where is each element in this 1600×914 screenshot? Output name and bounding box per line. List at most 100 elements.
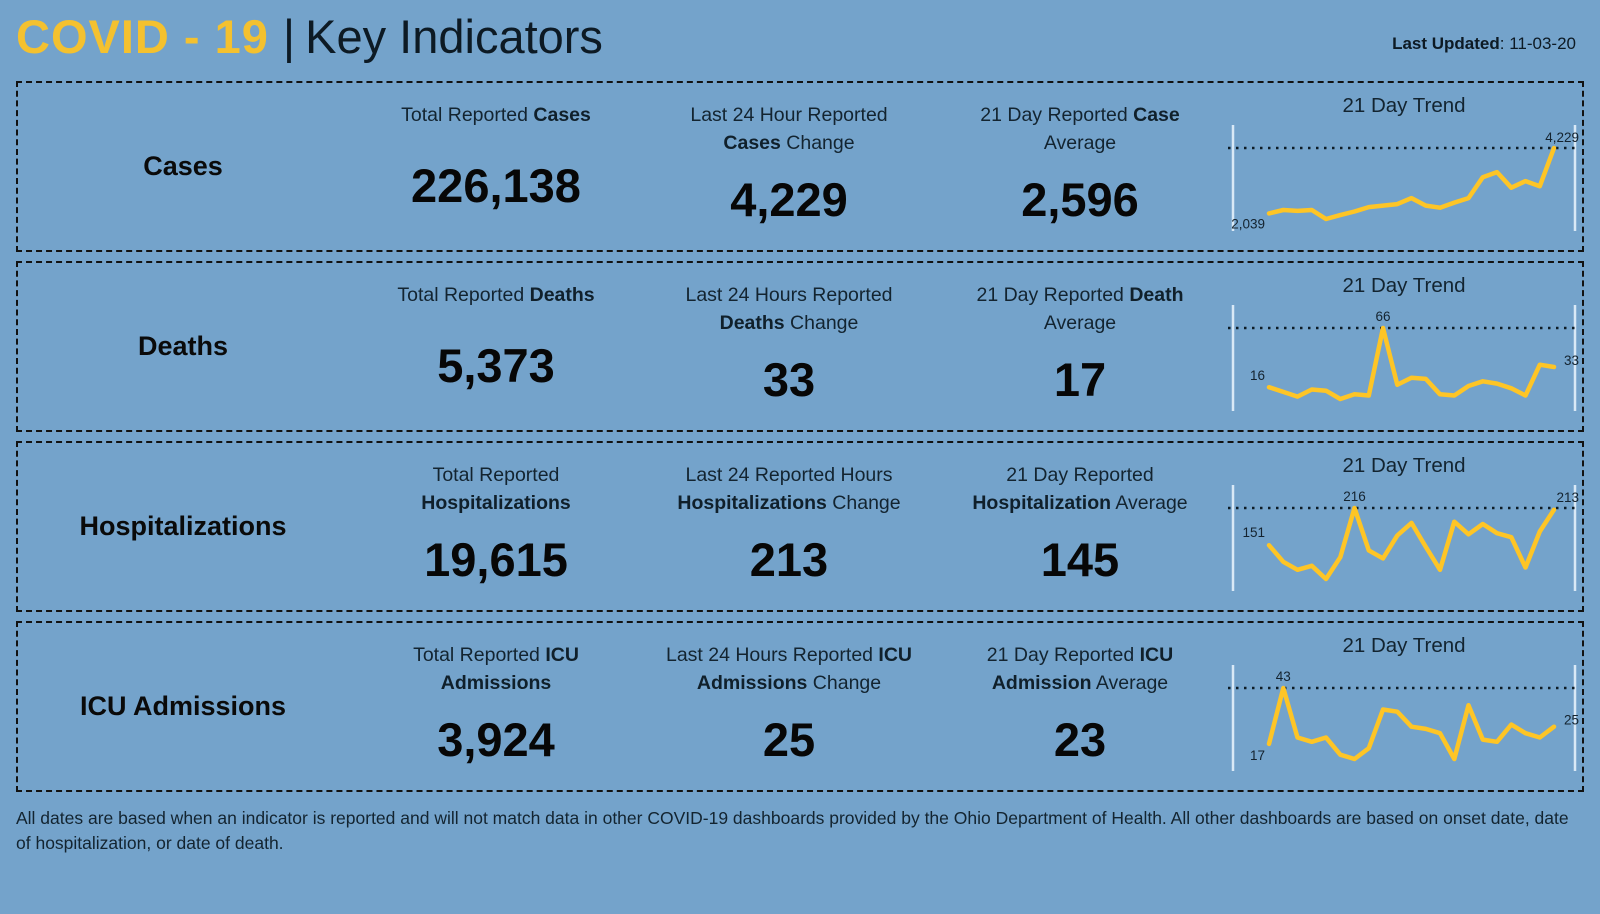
stat-title-bold: Death [1129, 284, 1184, 306]
stat-title-text: 21 Day Reported [980, 104, 1134, 126]
title-key-indicators: Key Indicators [305, 10, 603, 63]
svg-text:151: 151 [1242, 525, 1265, 540]
cases-total-stat: Total Reported Cases 226,138 [348, 83, 644, 250]
cases-24h-value: 4,229 [730, 173, 848, 227]
deaths-trend: 21 Day Trend 16 66 33 [1226, 263, 1582, 430]
icu-24h-stat: Last 24 Hours Reported ICU Admissions Ch… [644, 623, 934, 790]
cases-24h-title: Last 24 Hour Reported Cases Change [663, 102, 915, 157]
icu-trend-title: 21 Day Trend [1342, 634, 1466, 657]
stat-title-text: 21 Day Reported [986, 644, 1140, 666]
cases-trend: 21 Day Trend 2,039 4,229 [1226, 83, 1582, 250]
cases-trend-sparkline: 2,039 4,229 [1228, 125, 1580, 231]
stat-title-bold: ICU Admissions [440, 644, 579, 694]
stat-title-bold: Case [1133, 104, 1180, 126]
stat-title-bold: ICU Admissions [696, 644, 913, 694]
svg-text:66: 66 [1375, 309, 1390, 324]
stat-title-text: Change [826, 491, 901, 514]
cases-21day-value: 2,596 [1021, 173, 1139, 227]
cases-21day-title: 21 Day Reported Case Average [954, 102, 1206, 157]
hospitalizations-24h-stat: Last 24 Reported Hours Hospitalizations … [644, 443, 934, 610]
hospitalizations-21day-stat: 21 Day Reported Hospitalization Average … [934, 443, 1226, 610]
stat-title-text: Last 24 Reported Hours [685, 464, 893, 486]
icu-admissions-panel: ICU Admissions Total Reported ICU Admiss… [16, 621, 1584, 792]
deaths-trend-sparkline: 16 66 33 [1228, 305, 1580, 411]
stat-title-bold: Hospitalizations [421, 491, 571, 514]
deaths-panel: Deaths Total Reported Deaths 5,373 Last … [16, 261, 1584, 432]
title-separator: | [282, 10, 296, 63]
cases-21day-stat: 21 Day Reported Case Average 2,596 [934, 83, 1226, 250]
icu-24h-title: Last 24 Hours Reported ICU Admissions Ch… [663, 642, 915, 697]
deaths-21day-title: 21 Day Reported Death Average [954, 282, 1206, 337]
svg-text:25: 25 [1564, 713, 1579, 728]
hospitalizations-24h-title: Last 24 Reported Hours Hospitalizations … [663, 462, 915, 517]
svg-text:216: 216 [1343, 489, 1366, 504]
icu-trend-sparkline: 17 43 25 [1228, 665, 1580, 771]
stat-title-text: Average [1091, 671, 1169, 694]
cases-24h-stat: Last 24 Hour Reported Cases Change 4,229 [644, 83, 934, 250]
hospitalizations-total-value: 19,615 [424, 533, 568, 587]
page-title: COVID - 19 | Key Indicators [16, 8, 603, 67]
stat-title-text: Change [807, 671, 882, 694]
svg-text:33: 33 [1564, 353, 1579, 368]
stat-title-text: Change [784, 311, 859, 334]
deaths-trend-title: 21 Day Trend [1342, 274, 1466, 297]
deaths-row-label: Deaths [137, 331, 229, 361]
cases-total-title: Total Reported Cases [401, 102, 591, 130]
dashboard-header: COVID - 19 | Key Indicators Last Updated: … [0, 0, 1600, 81]
hospitalizations-total-title: Total Reported Hospitalizations [370, 462, 622, 517]
deaths-24h-stat: Last 24 Hours Reported Deaths Change 33 [644, 263, 934, 430]
icu-total-title: Total Reported ICU Admissions [370, 642, 622, 697]
svg-text:43: 43 [1276, 669, 1291, 684]
hospitalizations-trend-sparkline: 151 216 213 [1228, 485, 1580, 591]
hospitalizations-row-label: Hospitalizations [79, 511, 287, 541]
deaths-total-value: 5,373 [437, 339, 555, 393]
stat-title-text: Average [1043, 311, 1117, 334]
stat-title-text: 21 Day Reported [976, 284, 1130, 306]
icu-total-value: 3,924 [437, 713, 555, 767]
cases-total-value: 226,138 [411, 159, 581, 213]
last-updated: Last Updated: 11-03-20 [1392, 34, 1576, 54]
svg-text:4,229: 4,229 [1545, 130, 1579, 145]
stat-title-text: Total Reported [397, 284, 530, 306]
stat-title-bold: Deaths [529, 284, 595, 306]
stat-title-text: Total Reported [401, 104, 534, 126]
hospitalizations-total-stat: Total Reported Hospitalizations 19,615 [348, 443, 644, 610]
stat-title-text: Total Reported [432, 464, 560, 486]
deaths-21day-stat: 21 Day Reported Death Average 17 [934, 263, 1226, 430]
stat-title-text: Last 24 Hour Reported [690, 104, 888, 126]
svg-text:2,039: 2,039 [1231, 216, 1265, 231]
stat-title-bold: ICU Admission [991, 644, 1174, 694]
cases-row-label: Cases [143, 151, 223, 181]
icu-trend: 21 Day Trend 17 43 25 [1226, 623, 1582, 790]
stat-title-bold: Cases [533, 104, 591, 126]
hospitalizations-21day-value: 145 [1040, 533, 1120, 587]
hospitalizations-24h-value: 213 [749, 533, 829, 587]
icu-21day-title: 21 Day Reported ICU Admission Average [954, 642, 1206, 697]
stat-title-bold: Hospitalization [972, 491, 1112, 514]
hospitalizations-trend-title: 21 Day Trend [1342, 454, 1466, 477]
stat-title-bold: Deaths [719, 311, 785, 334]
cases-panel: Cases Total Reported Cases 226,138 Last … [16, 81, 1584, 252]
hospitalizations-panel: Hospitalizations Total Reported Hospital… [16, 441, 1584, 612]
last-updated-label: Last Updated [1392, 34, 1500, 53]
stat-title-text: 21 Day Reported [1006, 464, 1154, 486]
icu-24h-value: 25 [762, 713, 816, 767]
deaths-24h-value: 33 [762, 353, 816, 407]
svg-text:16: 16 [1250, 368, 1265, 383]
footer-disclaimer: All dates are based when an indicator is… [16, 808, 1569, 854]
svg-text:17: 17 [1250, 748, 1265, 763]
stat-title-text: Change [780, 131, 855, 154]
icu-21day-value: 23 [1053, 713, 1107, 767]
icu-total-stat: Total Reported ICU Admissions 3,924 [348, 623, 644, 790]
icu-21day-stat: 21 Day Reported ICU Admission Average 23 [934, 623, 1226, 790]
last-updated-value: : 11-03-20 [1499, 34, 1576, 53]
hospitalizations-21day-title: 21 Day Reported Hospitalization Average [954, 462, 1206, 517]
stat-title-bold: Hospitalizations [677, 491, 827, 514]
stat-title-text: Last 24 Hours Reported [665, 644, 879, 666]
deaths-total-stat: Total Reported Deaths 5,373 [348, 263, 644, 430]
deaths-21day-value: 17 [1053, 353, 1107, 407]
stat-title-text: Total Reported [413, 644, 546, 666]
deaths-24h-title: Last 24 Hours Reported Deaths Change [663, 282, 915, 337]
stat-title-bold: Cases [723, 131, 781, 154]
svg-text:213: 213 [1556, 490, 1579, 505]
